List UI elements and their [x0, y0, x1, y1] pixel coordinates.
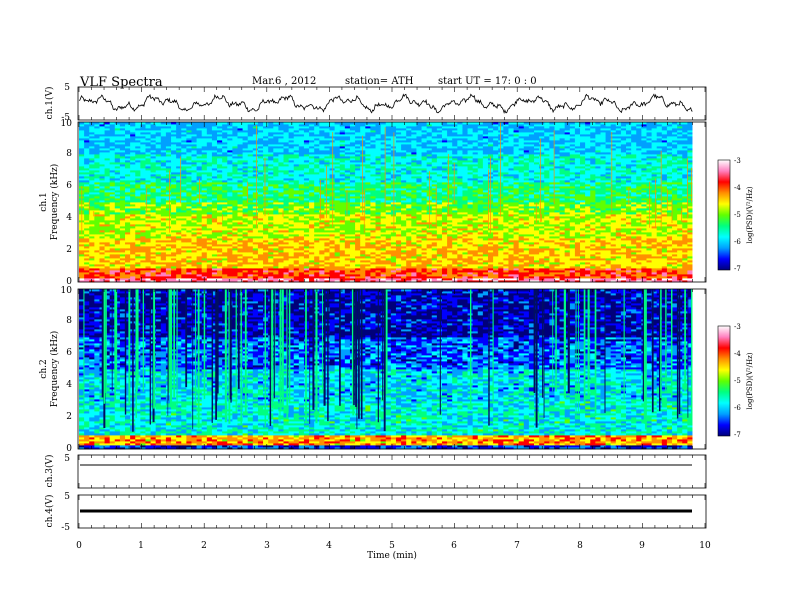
- vlf-spectra-figure: { "header": { "title": "VLF Spectra", "d…: [0, 0, 792, 612]
- ch1-spectrogram-panel: 0 2 4 6 8 10 ch.1 Frequency (kHz): [39, 119, 706, 287]
- ch1-ytick-top: 5: [64, 83, 70, 93]
- figure-canvas: VLF Spectra Mar.6 , 2012 station= ATH st…: [0, 0, 792, 612]
- ch1-spectrogram-heatmap: [79, 122, 706, 282]
- start-time-label: start UT = 17: 0 : 0: [438, 76, 537, 87]
- ch1-waveform-ylabel: ch.1(V): [44, 87, 55, 120]
- date-label: Mar.6 , 2012: [252, 76, 316, 87]
- ch1-waveform-trace: [79, 94, 693, 112]
- station-label: station= ATH: [345, 76, 414, 87]
